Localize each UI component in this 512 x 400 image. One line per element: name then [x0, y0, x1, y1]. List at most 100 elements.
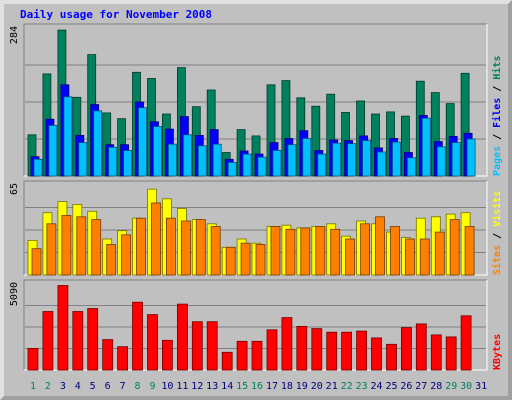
legend-entry-hits: Hits: [491, 56, 503, 80]
x-tick-day-23: 23: [356, 381, 368, 392]
x-tick-day-20: 20: [311, 381, 323, 392]
bar-pages-day-23: [362, 140, 372, 177]
x-tick-day-19: 19: [296, 381, 308, 392]
bar-pages-day-25: [392, 141, 401, 177]
bar-sites-day-29: [449, 219, 460, 276]
bar-pages-day-12: [197, 145, 207, 177]
bar-kbytes-day-25: [386, 343, 397, 371]
x-tick-day-15: 15: [236, 381, 248, 392]
bar-kbytes-day-6: [102, 339, 114, 371]
legend-1: Sites / Visits: [491, 191, 503, 275]
legend-entry-files: Files: [491, 98, 503, 128]
bar-sites-day-1: [31, 248, 42, 276]
bar-pages-day-1: [33, 158, 43, 177]
bar-pages-day-15: [242, 153, 252, 177]
bar-kbytes-day-4: [72, 311, 84, 371]
bar-kbytes-day-16: [251, 340, 263, 371]
x-tick-day-25: 25: [385, 381, 397, 392]
x-tick-day-13: 13: [206, 381, 218, 392]
legend-0: Pages / Files / Hits: [491, 56, 503, 176]
bar-sites-day-26: [404, 238, 415, 276]
x-tick-day-2: 2: [45, 381, 51, 392]
bar-sites-day-24: [375, 216, 385, 276]
bar-kbytes-day-22: [341, 331, 353, 371]
bar-sites-day-22: [345, 238, 356, 276]
bar-kbytes-day-13: [206, 321, 218, 371]
x-tick-day-9: 9: [149, 381, 155, 392]
bar-kbytes-day-24: [371, 337, 382, 371]
bar-pages-day-2: [48, 125, 58, 177]
bar-pages-day-16: [257, 156, 267, 177]
bar-kbytes-day-29: [445, 336, 457, 371]
bar-sites-day-27: [419, 238, 430, 276]
legend-entry-pages: Pages: [492, 146, 503, 176]
bar-kbytes-day-26: [400, 327, 412, 371]
y-max-label: 284: [9, 26, 20, 44]
bar-kbytes-day-12: [191, 321, 203, 371]
bar-kbytes-day-1: [27, 347, 39, 371]
x-tick-day-31: 31: [475, 381, 487, 392]
x-tick-day-21: 21: [326, 381, 338, 392]
bar-kbytes-day-20: [311, 328, 323, 371]
bar-pages-day-13: [212, 143, 222, 177]
x-tick-day-27: 27: [415, 381, 427, 392]
bar-pages-day-27: [421, 117, 431, 177]
legend-entry-visits: Visits: [491, 191, 503, 227]
bar-sites-day-7: [121, 234, 131, 276]
legend-entry-sites: Sites: [491, 245, 503, 275]
bar-pages-day-28: [436, 146, 446, 177]
bar-pages-day-22: [347, 143, 357, 177]
bar-kbytes-day-27: [415, 323, 427, 371]
bar-kbytes-day-30: [460, 315, 472, 371]
bar-pages-day-18: [287, 144, 297, 177]
bar-sites-day-18: [285, 228, 296, 276]
bar-pages-day-17: [272, 150, 282, 177]
x-tick-day-24: 24: [370, 381, 382, 392]
panel-2: [23, 279, 488, 371]
bar-sites-day-30: [464, 226, 475, 276]
bar-sites-day-2: [46, 223, 57, 276]
bar-kbytes-day-3: [57, 285, 69, 371]
x-tick-day-4: 4: [75, 381, 81, 392]
x-tick-day-10: 10: [161, 381, 173, 392]
bar-sites-day-16: [255, 244, 266, 276]
x-tick-day-11: 11: [176, 381, 188, 392]
x-tick-day-22: 22: [341, 381, 353, 392]
bar-sites-day-17: [270, 226, 281, 276]
bar-kbytes-day-23: [356, 330, 368, 371]
bar-pages-day-19: [302, 138, 312, 177]
x-tick-day-26: 26: [400, 381, 412, 392]
panel-1: [23, 180, 488, 276]
legend-2: KBytes: [492, 334, 503, 370]
x-tick-day-1: 1: [30, 381, 36, 392]
bar-sites-day-23: [360, 223, 371, 276]
y-max-label: 65: [9, 183, 20, 195]
bar-sites-day-19: [300, 227, 311, 276]
bar-pages-day-10: [167, 143, 177, 177]
y-max-label: 5090: [9, 282, 20, 306]
bar-kbytes-day-9: [147, 314, 158, 371]
panel-0: [23, 23, 488, 177]
bar-sites-day-11: [180, 220, 191, 276]
x-tick-day-18: 18: [281, 381, 293, 392]
x-tick-day-28: 28: [430, 381, 442, 392]
bar-sites-day-21: [330, 228, 341, 276]
bar-sites-day-4: [76, 216, 87, 276]
x-tick-day-30: 30: [460, 381, 472, 392]
x-tick-day-8: 8: [134, 381, 140, 392]
bar-kbytes-day-17: [266, 329, 278, 371]
bar-kbytes-day-2: [42, 311, 54, 371]
bar-pages-day-11: [182, 134, 192, 177]
x-tick-day-5: 5: [90, 381, 96, 392]
bar-kbytes-day-28: [430, 334, 442, 371]
bar-kbytes-day-19: [296, 325, 308, 371]
bar-sites-day-8: [136, 217, 146, 276]
x-tick-day-17: 17: [266, 381, 278, 392]
x-tick-day-29: 29: [445, 381, 457, 392]
bar-kbytes-day-10: [161, 339, 173, 371]
x-tick-day-6: 6: [105, 381, 111, 392]
bar-sites-day-9: [151, 202, 161, 276]
bar-sites-day-15: [240, 242, 251, 276]
x-tick-day-7: 7: [120, 381, 126, 392]
